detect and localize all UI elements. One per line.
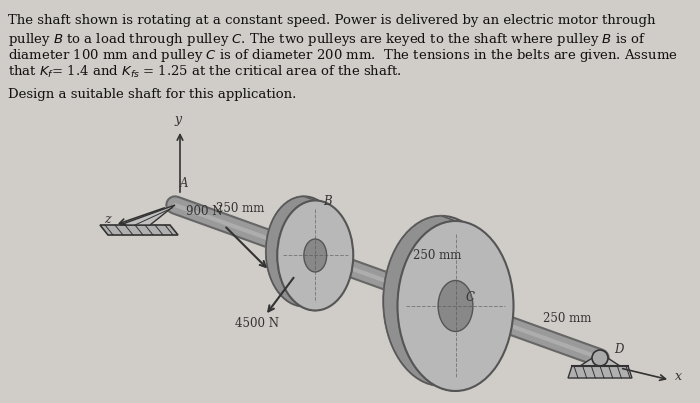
Text: x: x <box>675 370 682 383</box>
Text: The shaft shown is rotating at a constant speed. Power is delivered by an electr: The shaft shown is rotating at a constan… <box>8 14 655 27</box>
Text: y: y <box>174 113 181 126</box>
Ellipse shape <box>592 350 608 366</box>
Text: diameter 100 mm and pulley $C$ is of diameter 200 mm.  The tensions in the belts: diameter 100 mm and pulley $C$ is of dia… <box>8 47 678 64</box>
Text: D: D <box>614 343 624 356</box>
Text: z: z <box>104 213 111 226</box>
Ellipse shape <box>384 216 499 386</box>
Text: that $K_f$= 1.4 and $K_{fs}$ = 1.25 at the critical area of the shaft.: that $K_f$= 1.4 and $K_{fs}$ = 1.25 at t… <box>8 64 402 80</box>
Text: 250 mm: 250 mm <box>414 249 462 262</box>
Ellipse shape <box>266 196 342 306</box>
Polygon shape <box>384 216 456 391</box>
Text: 250 mm: 250 mm <box>216 202 265 215</box>
Ellipse shape <box>277 200 354 310</box>
Text: 900 N: 900 N <box>186 206 223 218</box>
Polygon shape <box>580 353 620 366</box>
Polygon shape <box>100 225 178 235</box>
Text: pulley $B$ to a load through pulley $C$. The two pulleys are keyed to the shaft : pulley $B$ to a load through pulley $C$.… <box>8 31 646 48</box>
Text: C: C <box>466 291 475 304</box>
Ellipse shape <box>304 239 327 272</box>
Ellipse shape <box>398 221 514 391</box>
Polygon shape <box>568 366 632 378</box>
Polygon shape <box>266 196 315 310</box>
Polygon shape <box>120 205 175 225</box>
Text: 4500 N: 4500 N <box>235 318 279 330</box>
Text: Design a suitable shaft for this application.: Design a suitable shaft for this applica… <box>8 88 296 101</box>
Text: 250 mm: 250 mm <box>542 312 591 325</box>
Text: B: B <box>323 195 332 208</box>
Ellipse shape <box>438 280 473 332</box>
Text: A: A <box>180 177 188 190</box>
